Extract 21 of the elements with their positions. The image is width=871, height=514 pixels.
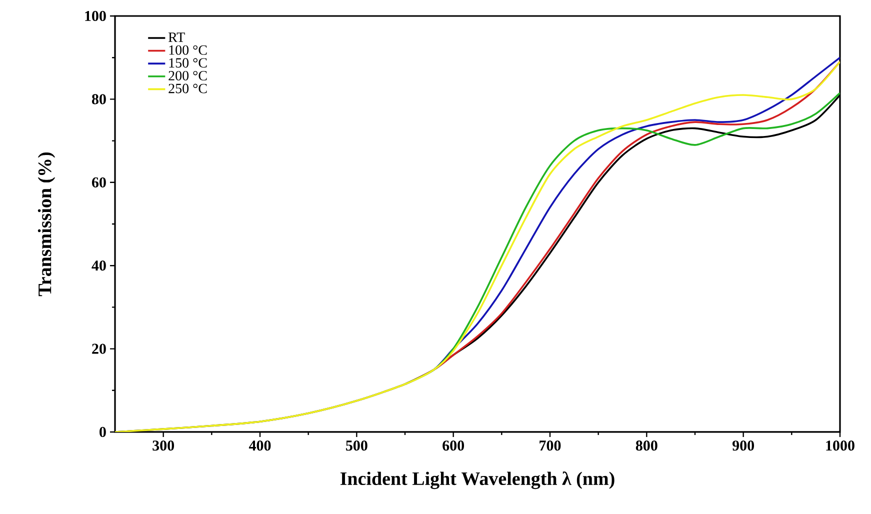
y-tick-label: 40 (92, 260, 106, 271)
x-axis-title: Incident Light Wavelength λ (nm) (340, 472, 614, 490)
x-tick-label: 1000 (826, 440, 854, 451)
x-tick-label: 800 (636, 440, 658, 451)
x-tick-label: 700 (540, 440, 561, 451)
legend-label: RT (168, 32, 185, 42)
y-tick-label: 80 (92, 94, 106, 104)
y-axis-title: Transmission (%) (38, 152, 56, 296)
x-tick-label: 400 (248, 440, 271, 451)
y-tick-label: 20 (92, 344, 106, 354)
legend-label: 150 °C (169, 58, 207, 68)
x-tick-label: 500 (346, 440, 368, 451)
y-tick-label: 0 (100, 426, 106, 438)
y-tick-label: 60 (92, 177, 106, 188)
legend-label: 200 °C (168, 70, 207, 80)
x-tick-label: 300 (152, 440, 174, 451)
legend-label: 250 °C (168, 84, 207, 94)
x-tick-label: 900 (732, 440, 754, 451)
x-tick-label: 600 (442, 440, 464, 451)
y-tick-label: 100 (85, 10, 106, 22)
legend-label: 100 °C (169, 45, 207, 55)
